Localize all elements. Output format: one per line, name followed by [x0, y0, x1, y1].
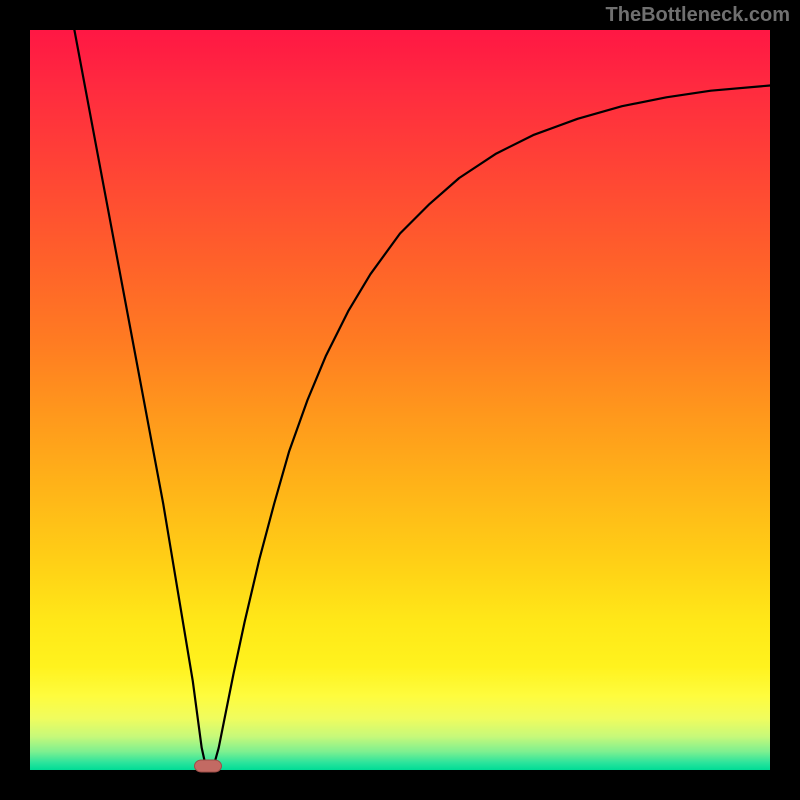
minimum-marker	[194, 759, 222, 772]
curve-layer	[30, 30, 770, 770]
plot-area	[30, 30, 770, 770]
bottleneck-curve	[74, 30, 770, 766]
marker-pill	[194, 760, 221, 772]
chart-container: TheBottleneck.com	[0, 0, 800, 800]
watermark-text: TheBottleneck.com	[606, 4, 790, 27]
